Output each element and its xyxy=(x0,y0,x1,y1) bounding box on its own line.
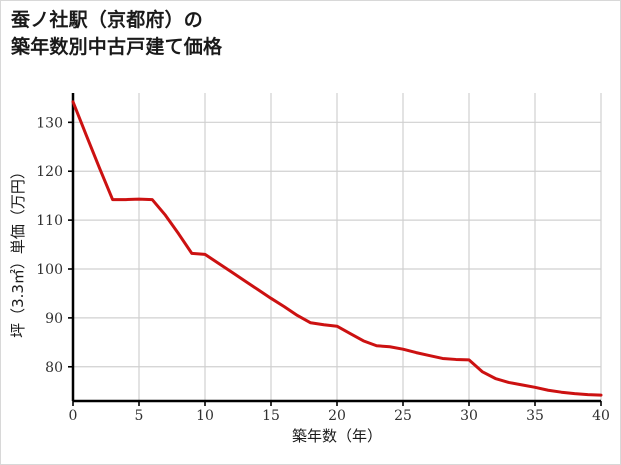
x-tick-label: 30 xyxy=(460,408,478,424)
x-tick-label: 10 xyxy=(196,408,214,424)
x-tick-label: 20 xyxy=(328,408,346,424)
y-tick-label: 110 xyxy=(36,213,63,229)
x-tick-labels: 0 5 10 15 20 25 30 35 40 xyxy=(69,408,610,424)
y-tick-labels: 80 90 100 110 120 130 xyxy=(36,115,63,375)
chart-title: 蚕ノ社駅（京都府）の 築年数別中古戸建て価格 xyxy=(11,9,223,58)
y-tick-label: 80 xyxy=(45,360,63,376)
y-tick-label: 130 xyxy=(36,115,63,131)
x-tick-label: 5 xyxy=(135,408,144,424)
x-axis-title: 築年数（年） xyxy=(292,427,382,445)
y-axis-title: 坪（3.3㎡）単価（万円） xyxy=(9,164,27,338)
x-tick-label: 25 xyxy=(394,408,412,424)
y-tick-label: 120 xyxy=(36,164,63,180)
x-tick-label: 15 xyxy=(262,408,280,424)
data-series-line xyxy=(71,100,603,397)
x-tick-label: 0 xyxy=(69,408,78,424)
y-tick-label: 100 xyxy=(36,262,63,278)
grid-lines xyxy=(73,93,602,401)
y-tick-label: 90 xyxy=(45,311,63,327)
x-tick-label: 40 xyxy=(592,408,610,424)
x-tick-label: 35 xyxy=(526,408,544,424)
